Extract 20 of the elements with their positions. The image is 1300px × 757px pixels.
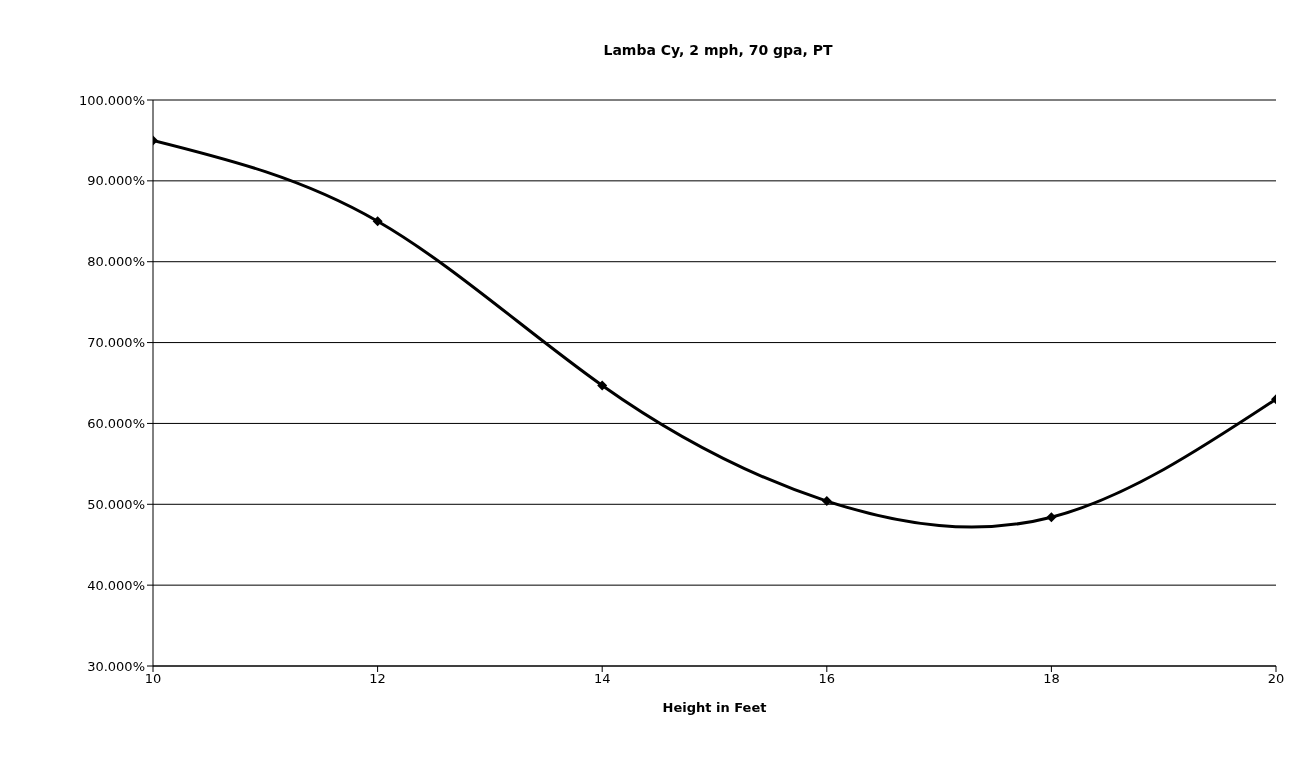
x-tick-label: 16 — [818, 671, 836, 687]
point — [597, 380, 608, 391]
x-tick-label: 18 — [1043, 671, 1060, 687]
y-tick-label: 60.000% — [87, 416, 145, 432]
y-tick-label: 30.000% — [87, 658, 145, 674]
x-tick-label: 14 — [593, 671, 611, 687]
y-tick-label: 40.000% — [87, 577, 145, 593]
chart-title: Lamba Cy, 2 mph, 70 gpa, PT — [602, 41, 834, 60]
x-tick-label: 20 — [1267, 671, 1285, 687]
point — [1046, 512, 1057, 523]
y-tick-label: 80.000% — [87, 254, 145, 270]
point — [821, 496, 832, 507]
y-tick-label: 70.000% — [87, 335, 145, 351]
x-tick-label: 12 — [369, 671, 386, 687]
y-tick-label: 100.000% — [78, 92, 145, 108]
y-tick-label: 50.000% — [87, 496, 145, 512]
point — [372, 216, 383, 227]
x-tick-label: 10 — [144, 671, 162, 687]
x-axis-title: Height in Feet — [662, 700, 767, 715]
y-tick-label: 90.000% — [87, 173, 145, 189]
